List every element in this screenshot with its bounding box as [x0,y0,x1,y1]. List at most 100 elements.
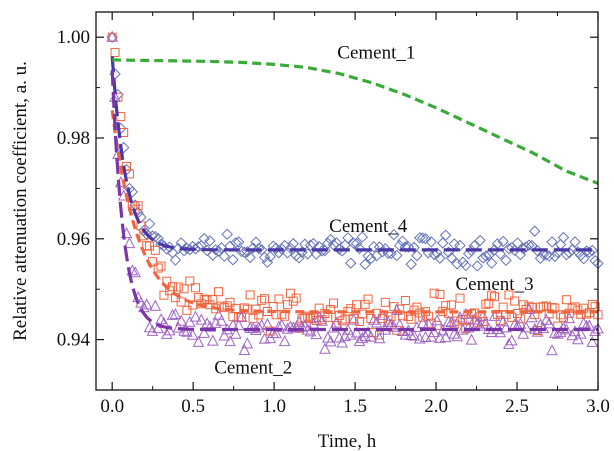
data-point [500,321,512,333]
data-point [152,322,165,334]
data-point [445,316,458,328]
data-point [193,293,203,303]
data-point [224,335,236,347]
data-point [524,301,534,311]
data-point [504,290,514,300]
data-point [480,250,492,262]
data-point [229,327,242,339]
data-point [232,319,245,331]
data-point [356,331,369,344]
data-point [481,299,491,309]
data-point [116,112,126,122]
data-point [214,287,224,297]
data-point [192,240,205,253]
data-point [227,254,239,266]
data-point [106,31,118,43]
data-point [399,241,412,253]
data-point [149,230,162,243]
data-point [218,250,231,262]
data-point [270,327,282,339]
data-point [169,254,182,266]
data-point [310,328,323,340]
data-point [208,294,218,304]
data-point [155,238,167,250]
data-point [347,237,360,249]
data-point [409,305,419,315]
data-point [373,241,386,253]
data-point [349,314,359,324]
data-point [313,240,325,253]
data-point [336,336,348,348]
data-point [244,251,256,264]
data-point [517,242,529,255]
data-point [546,236,558,248]
data-point [359,258,371,271]
data-point [319,342,331,354]
data-point [448,238,460,250]
data-point [471,260,483,272]
data-point [153,263,163,273]
y-axis-title: Relative attenuation coefficient, a. u. [10,61,31,341]
data-point [288,296,298,306]
data-point [291,293,301,303]
data-point [510,296,520,306]
data-point [345,257,357,269]
data-point [110,47,120,57]
data-point [391,249,403,262]
data-point [455,293,465,303]
plot-frame [95,11,599,391]
data-point [451,258,463,270]
data-point [123,237,136,249]
data-point [185,276,195,286]
data-point [160,327,173,339]
series-cement-4-fit-line [110,56,598,252]
data-point [419,232,432,245]
data-point [497,235,509,248]
data-point [326,304,336,314]
data-point [251,304,261,314]
data-point [310,248,322,260]
data-point [250,236,262,248]
data-point [429,288,439,298]
data-point [416,316,429,328]
data-point [195,313,208,325]
data-point [253,242,265,255]
data-point [505,334,518,346]
data-point [411,321,423,333]
data-point [586,335,599,347]
data-point [382,247,394,259]
data-point [264,250,277,263]
data-point [483,249,495,261]
data-point [252,321,265,333]
data-point [350,326,363,338]
data-point [405,328,417,341]
data-point [138,224,150,237]
data-point [566,329,578,341]
data-point [212,308,225,320]
data-point [316,314,328,326]
data-point [206,334,219,346]
x-axis-title: Time, h [318,431,377,451]
data-point [577,252,590,265]
data-point [570,302,580,312]
data-point [538,302,548,312]
data-point [176,297,186,307]
data-point [238,343,251,356]
y-tick-label: 0.96 [57,229,90,250]
data-point [563,312,576,324]
data-point [370,316,383,328]
data-point [150,245,160,255]
data-point [412,302,422,312]
data-point [408,329,420,341]
data-point [497,315,509,327]
data-point [204,320,216,332]
data-point [230,237,242,249]
data-point [428,325,440,338]
data-point [216,301,226,311]
series-labels: Cement_1 Cement_4 Cement_3 Cement_2 [214,42,533,378]
data-point [428,248,440,261]
data-point [498,302,508,312]
data-point [445,252,458,264]
data-point [163,324,176,336]
